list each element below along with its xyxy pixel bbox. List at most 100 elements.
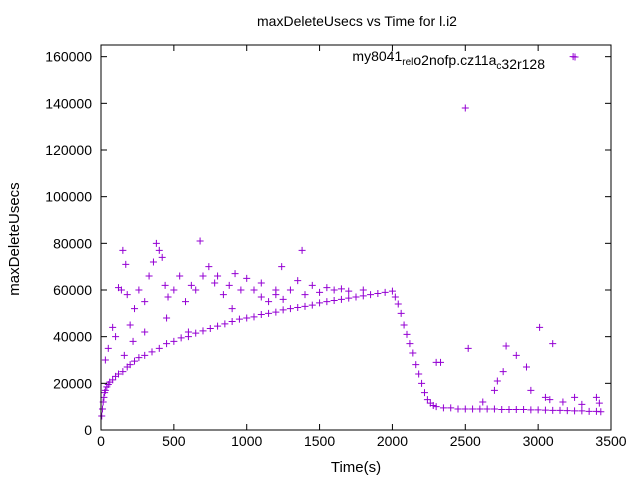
data-point <box>323 298 331 306</box>
data-point <box>214 272 222 280</box>
data-point <box>464 344 472 352</box>
data-point <box>272 308 280 316</box>
data-point <box>476 405 484 413</box>
y-tick-label: 160000 <box>45 49 92 65</box>
data-point <box>301 291 309 299</box>
data-point <box>483 405 491 413</box>
data-point <box>164 293 172 301</box>
y-tick-label: 120000 <box>45 142 92 158</box>
data-point <box>177 334 185 342</box>
data-point <box>536 323 544 331</box>
data-point <box>141 328 149 336</box>
data-point <box>243 314 251 322</box>
data-point <box>243 274 251 282</box>
data-point <box>272 291 280 299</box>
data-point <box>592 393 600 401</box>
data-point <box>225 281 233 289</box>
data-point <box>145 272 153 280</box>
y-tick-label: 80000 <box>53 235 92 251</box>
data-point <box>429 402 437 409</box>
data-point <box>447 404 455 412</box>
data-point <box>541 406 549 414</box>
plot-border <box>100 44 612 431</box>
data-point <box>101 356 109 364</box>
data-point <box>437 358 445 366</box>
data-point <box>522 363 530 371</box>
data-point <box>461 405 469 413</box>
data-point <box>298 246 306 254</box>
data-point <box>192 329 200 337</box>
data-point <box>388 287 396 295</box>
data-point <box>556 406 564 414</box>
data-point <box>109 376 117 384</box>
data-point <box>367 291 375 299</box>
data-point <box>265 298 273 306</box>
y-tick-label: 40000 <box>53 329 92 345</box>
data-point <box>278 263 286 271</box>
data-point <box>257 293 265 301</box>
data-point <box>214 322 222 330</box>
data-point <box>161 281 169 289</box>
data-point <box>559 398 567 406</box>
data-point <box>595 399 603 407</box>
data-point <box>155 246 163 254</box>
data-point <box>184 328 192 336</box>
data-point <box>534 406 542 414</box>
data-point <box>104 344 112 352</box>
data-point <box>381 288 389 296</box>
data-point <box>323 284 331 292</box>
data-point <box>400 321 408 329</box>
data-point <box>461 104 469 112</box>
data-point <box>546 396 554 404</box>
data-point <box>163 314 171 322</box>
y-tick-label: 0 <box>84 422 92 438</box>
data-point <box>330 286 338 294</box>
data-point <box>406 340 414 348</box>
data-point <box>170 286 178 294</box>
data-point <box>206 325 214 332</box>
data-point <box>98 412 106 420</box>
data-point <box>126 361 134 369</box>
data-point <box>359 286 367 294</box>
data-point <box>100 393 108 401</box>
data-point <box>211 279 219 287</box>
chart-title: maxDeleteUsecs vs Time for l.i2 <box>257 13 457 29</box>
data-point <box>135 286 143 294</box>
data-point <box>512 405 520 413</box>
y-tick-label: 140000 <box>45 95 92 111</box>
data-point <box>112 333 120 341</box>
data-point <box>415 370 423 378</box>
data-point <box>192 286 200 294</box>
data-point <box>149 258 157 266</box>
data-point <box>308 301 316 309</box>
y-tick-label: 20000 <box>53 375 92 391</box>
data-point <box>541 393 549 401</box>
data-point <box>286 305 294 313</box>
data-point <box>196 237 204 245</box>
x-tick-label: 500 <box>162 433 186 449</box>
data-point <box>199 272 207 280</box>
data-point <box>571 393 579 401</box>
data-point <box>308 281 316 289</box>
data-point <box>155 344 163 352</box>
data-point <box>135 354 143 362</box>
data-point <box>228 305 236 313</box>
x-tick-label: 1500 <box>304 433 335 449</box>
axes: 0 500 1000 1500 2000 2500 3000 3500 0 20000 40000 6… <box>45 44 627 449</box>
data-point <box>114 370 122 378</box>
x-axis-label: Time(s) <box>331 459 381 476</box>
data-point <box>131 357 139 365</box>
y-axis-label: maxDeleteUsecs <box>6 182 23 295</box>
data-point <box>126 321 134 329</box>
data-point <box>265 309 273 317</box>
data-point <box>170 337 178 345</box>
data-point <box>345 294 353 302</box>
y-tick-label: 60000 <box>53 282 92 298</box>
data-point <box>101 386 109 394</box>
data-point <box>418 379 426 387</box>
data-point <box>141 351 149 359</box>
data-point <box>152 239 160 247</box>
data-point <box>129 337 137 345</box>
data-point <box>479 398 487 406</box>
